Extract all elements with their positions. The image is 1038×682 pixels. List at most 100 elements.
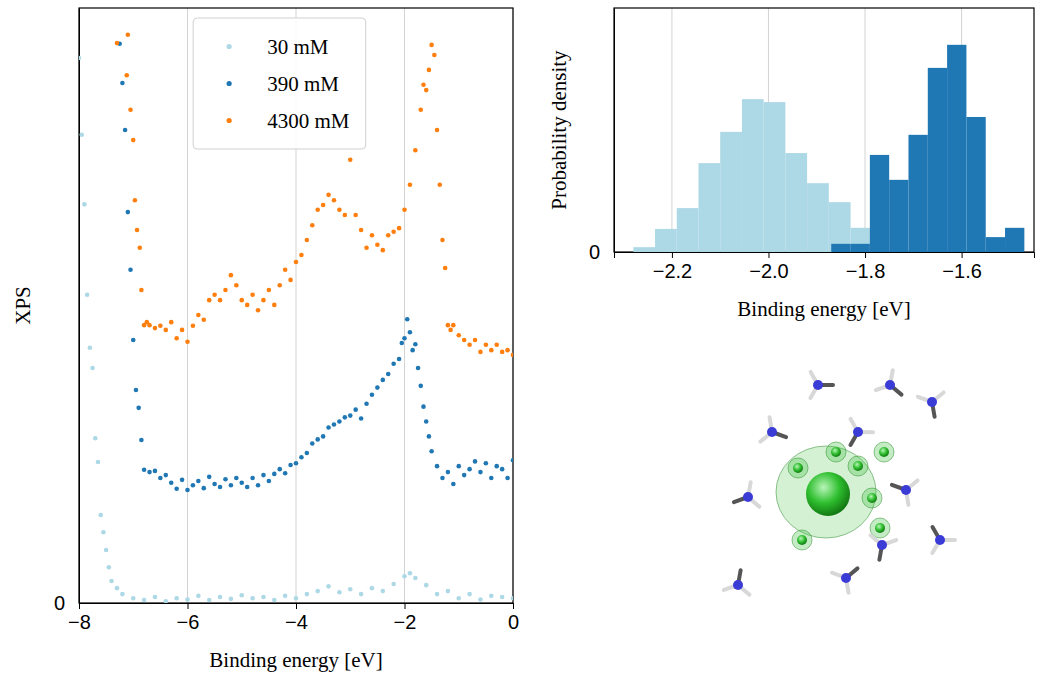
point	[473, 459, 478, 464]
point	[402, 574, 407, 579]
point	[432, 53, 437, 58]
point	[147, 470, 152, 475]
point	[185, 597, 190, 602]
x-axis: −8−6−4−20	[68, 603, 519, 633]
point	[147, 323, 152, 328]
point	[489, 594, 494, 599]
point	[348, 413, 353, 418]
point	[435, 128, 440, 133]
density-lobe	[826, 442, 846, 462]
x-tick-mark	[962, 252, 963, 258]
point	[299, 455, 304, 460]
point	[456, 333, 461, 338]
point	[126, 32, 131, 37]
point	[207, 598, 212, 603]
point	[421, 404, 426, 409]
point	[239, 593, 244, 598]
x-tick-mark	[768, 252, 769, 258]
point	[437, 182, 442, 187]
point	[277, 467, 282, 472]
point	[359, 228, 364, 233]
nitrogen-atom	[841, 573, 851, 583]
point	[142, 598, 147, 603]
legend-label: 30 mM	[267, 35, 329, 59]
point	[310, 441, 315, 446]
y-axis-title: XPS	[11, 286, 35, 325]
point	[381, 589, 386, 594]
point	[321, 203, 326, 208]
point	[196, 479, 201, 484]
point	[343, 213, 348, 218]
nitrogen-atom	[885, 380, 895, 390]
point	[234, 476, 239, 481]
point	[283, 594, 288, 599]
point	[326, 193, 331, 198]
x-tick: −1.6	[942, 252, 981, 282]
bar	[986, 237, 1005, 252]
point	[364, 245, 369, 250]
point	[489, 348, 494, 353]
point	[370, 392, 375, 397]
grid-line	[671, 8, 672, 252]
point	[153, 326, 158, 331]
y-tick: 0	[54, 592, 79, 614]
point	[348, 587, 353, 592]
y-tick-label: 0	[54, 592, 65, 614]
point	[134, 388, 139, 393]
x-tick-mark	[296, 603, 297, 609]
point	[218, 485, 223, 490]
x-tick-label: −8	[68, 611, 91, 633]
point	[180, 328, 185, 333]
point	[462, 338, 467, 343]
bar	[633, 247, 655, 252]
point	[462, 473, 467, 478]
point	[435, 464, 440, 469]
bar	[829, 202, 851, 252]
x-axis-title: Binding energy [eV]	[737, 297, 910, 321]
point	[416, 366, 421, 371]
point	[337, 419, 342, 424]
bar	[807, 183, 829, 252]
x-tick-label: −4	[285, 611, 308, 633]
scatter-panel: −8−6−4−200Binding energy [eV]XPS30 mM390…	[11, 8, 519, 672]
point	[370, 586, 375, 591]
point	[402, 207, 407, 212]
bar	[1005, 228, 1024, 252]
point	[133, 198, 138, 203]
point	[448, 328, 453, 333]
figure: −8−6−4−200Binding energy [eV]XPS30 mM390…	[0, 0, 1038, 682]
point	[391, 582, 396, 587]
point	[424, 88, 429, 93]
point	[153, 595, 158, 600]
point	[386, 372, 391, 377]
point	[413, 576, 418, 581]
legend-box	[193, 18, 366, 149]
bar	[764, 102, 786, 252]
legend-marker	[227, 118, 232, 123]
point	[98, 513, 103, 518]
point	[299, 253, 304, 258]
point	[79, 132, 84, 137]
point	[180, 478, 185, 483]
point	[267, 479, 272, 484]
x-tick: −8	[68, 603, 91, 633]
bar	[966, 117, 985, 252]
point	[429, 449, 434, 454]
molecule-illustration	[724, 370, 955, 594]
point	[294, 596, 299, 601]
point	[109, 579, 114, 584]
point	[164, 328, 169, 333]
point	[123, 128, 128, 133]
point	[310, 223, 315, 228]
density-core	[793, 463, 803, 473]
point	[427, 434, 432, 439]
point	[288, 463, 293, 468]
point	[484, 461, 489, 466]
nitrogen-atom	[743, 492, 753, 502]
bar	[851, 228, 873, 252]
x-tick: −6	[177, 603, 200, 633]
nitrogen-atom	[927, 397, 937, 407]
point	[505, 348, 510, 353]
point	[142, 467, 147, 472]
x-tick-label: −6	[177, 611, 200, 633]
